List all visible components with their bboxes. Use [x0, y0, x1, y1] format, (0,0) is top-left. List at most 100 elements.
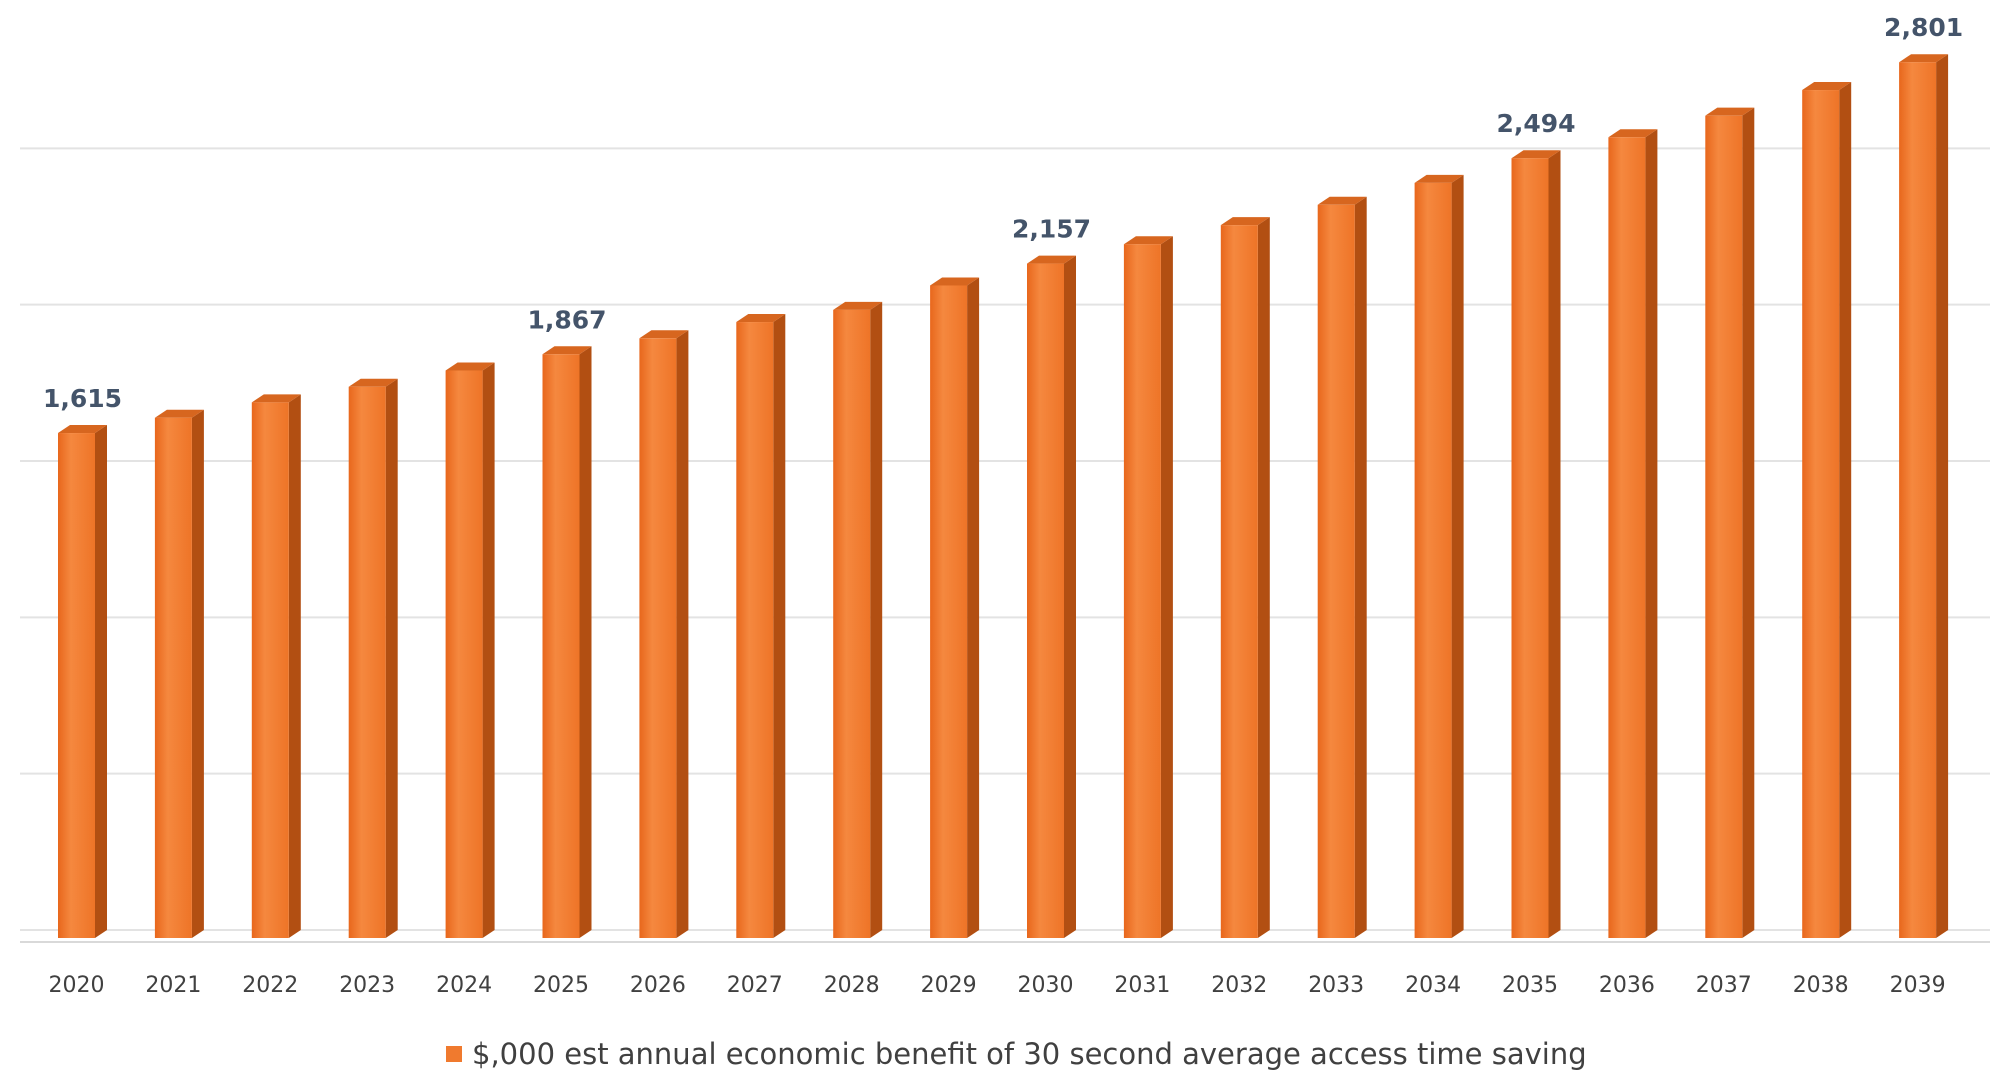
bar-front [1705, 115, 1743, 939]
bar-side [1839, 82, 1852, 939]
bar-front [930, 285, 968, 938]
x-tick-label: 2026 [630, 973, 686, 998]
bar-top [154, 409, 204, 418]
bar-top [930, 277, 980, 286]
x-tick-label: 2025 [533, 973, 589, 998]
bar-top [1220, 217, 1270, 226]
x-tick-label: 2021 [145, 973, 201, 998]
data-label: 1,615 [43, 384, 122, 413]
data-label: 2,801 [1884, 13, 1963, 42]
x-tick-label: 2024 [436, 973, 492, 998]
bar-top [1608, 129, 1658, 138]
bar [1317, 196, 1367, 939]
bar [1705, 107, 1755, 939]
bar-front [1027, 263, 1064, 938]
bar-front [1123, 244, 1161, 938]
bar-side [1936, 54, 1949, 939]
bar-side [1742, 107, 1755, 939]
bar-front [736, 322, 774, 939]
x-tick-label: 2034 [1405, 973, 1461, 998]
bar-side [1451, 174, 1464, 938]
x-tick-label: 2023 [339, 973, 395, 998]
bar [1123, 236, 1173, 938]
legend-label: $,000 est annual economic benefit of 30 … [472, 1037, 1587, 1071]
x-axis: 2020 2021 2022 2023 2024 2025 2026 2027 2028 2029… [49, 973, 1946, 998]
bar [348, 378, 398, 938]
bar-side [1645, 129, 1658, 938]
x-tick-label: 2027 [727, 973, 783, 998]
bar-top [736, 314, 786, 323]
bar-front [58, 433, 95, 938]
bar [1511, 150, 1561, 938]
bar-top [58, 425, 107, 434]
x-tick-label: 2032 [1211, 973, 1267, 998]
bar-side [95, 425, 107, 938]
bar-side [676, 330, 689, 939]
bar-front [251, 402, 289, 939]
bar-top [445, 362, 495, 371]
bar [1220, 217, 1270, 938]
bar [1608, 129, 1658, 938]
x-tick-label: 2033 [1308, 973, 1364, 998]
bar-side [385, 378, 398, 938]
bar-side [1160, 236, 1173, 938]
bar-top [251, 394, 301, 403]
bar [1802, 82, 1852, 939]
bar-side [773, 314, 786, 939]
data-label: 2,494 [1496, 109, 1575, 138]
bar-side [967, 277, 980, 938]
bar [1027, 255, 1076, 938]
bar-front [1608, 137, 1646, 938]
data-label: 1,867 [527, 305, 606, 334]
x-tick-label: 2028 [824, 973, 880, 998]
bar [736, 314, 786, 939]
bar-side [191, 409, 204, 938]
bar-side [482, 362, 495, 938]
bar-side [870, 301, 883, 938]
bar-top [1705, 107, 1755, 116]
bar-front [1511, 158, 1549, 938]
bar-top [1802, 82, 1852, 91]
bar-front [1414, 182, 1452, 938]
bar-top [1027, 255, 1076, 264]
bar-front [1899, 62, 1937, 939]
bar-side [1257, 217, 1270, 938]
bar [930, 277, 980, 938]
data-labels: 1,615 1,867 2,157 2,494 2,801 [43, 13, 1963, 413]
bar-front [445, 370, 483, 938]
x-tick-label: 2037 [1696, 973, 1752, 998]
bar [445, 362, 495, 938]
bar-front [1220, 225, 1258, 938]
bar-top [348, 378, 398, 387]
bar [542, 346, 592, 938]
data-label: 2,157 [1012, 215, 1091, 244]
x-tick-label: 2038 [1793, 973, 1849, 998]
bar-side [288, 394, 301, 939]
bar-front [542, 354, 580, 938]
bar-front [1317, 204, 1355, 939]
bar-top [1414, 174, 1464, 183]
bar-front [833, 309, 871, 938]
bar-top [639, 330, 689, 339]
bar-side [1548, 150, 1561, 938]
x-tick-label: 2031 [1114, 973, 1170, 998]
x-tick-label: 2036 [1599, 973, 1655, 998]
bar [833, 301, 883, 938]
bar-front [1802, 90, 1840, 939]
x-tick-label: 2035 [1502, 973, 1558, 998]
bar-top [1511, 150, 1561, 159]
bar-front [639, 338, 677, 939]
bar-top [1317, 196, 1367, 205]
bar [251, 394, 301, 939]
bar-side [1354, 196, 1367, 939]
bar-top [833, 301, 883, 310]
x-tick-label: 2029 [921, 973, 977, 998]
x-tick-label: 2020 [49, 973, 105, 998]
bar-side [1064, 255, 1076, 938]
bar [58, 425, 107, 938]
x-tick-label: 2022 [242, 973, 298, 998]
bar-top [542, 346, 592, 355]
bar [154, 409, 204, 938]
